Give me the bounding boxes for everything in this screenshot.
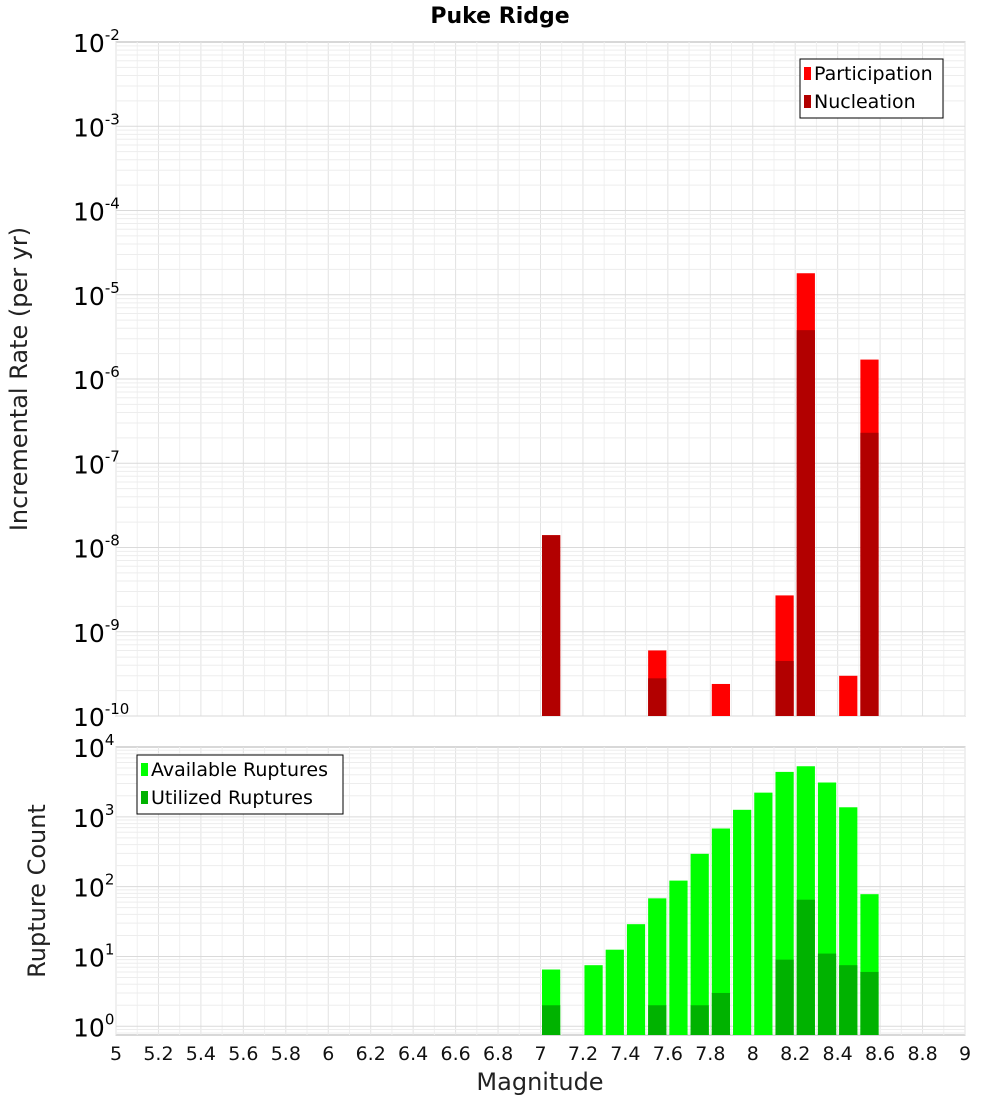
rate-plot-bars [542, 273, 879, 716]
x-tick-label: 8.6 [865, 1043, 895, 1065]
count-bar-utilized-ruptures [690, 1005, 709, 1035]
x-tick-label: 7.2 [568, 1043, 598, 1065]
count-bar-available-ruptures [711, 828, 731, 1035]
rate-legend: Participation Nucleation [799, 58, 944, 119]
x-tick-label: 8.8 [907, 1043, 937, 1065]
rate-bar-participation [711, 683, 731, 716]
rate-y-ticks: 10-2 10-3 10-4 10-5 10-6 10-7 10-8 10-9 10-10 [73, 26, 129, 732]
count-bar-available-ruptures [733, 809, 752, 1035]
y-tick-label: 100 [73, 1010, 114, 1042]
rate-bar-participation [839, 675, 858, 716]
count-bar-utilized-ruptures [542, 1005, 561, 1035]
x-tick-label: 5.8 [271, 1043, 301, 1065]
count-bar-available-ruptures [690, 853, 709, 1035]
legend-swatch [804, 67, 811, 80]
x-tick-label: 6.2 [356, 1043, 386, 1065]
y-tick-label: 10-7 [73, 447, 120, 479]
y-tick-label: 102 [73, 871, 114, 903]
rupture-plot-bars [542, 766, 879, 1035]
x-tick-label: 7 [534, 1043, 546, 1065]
count-bar-available-ruptures [626, 924, 646, 1035]
x-tick-label: 8.2 [780, 1043, 810, 1065]
rate-bar-nucleation [796, 330, 815, 716]
x-tick-label: 5.6 [228, 1043, 258, 1065]
count-bar-utilized-ruptures [860, 971, 879, 1035]
count-bar-utilized-ruptures [775, 959, 794, 1035]
chart-title: Puke Ridge [430, 4, 569, 29]
x-tick-label: 5 [110, 1043, 122, 1065]
count-bar-available-ruptures [648, 898, 667, 1035]
legend-swatch [804, 95, 811, 108]
rate-plot-grid [115, 42, 966, 717]
count-bar-utilized-ruptures [796, 899, 815, 1035]
rate-y-axis-label: Incremental Rate (per yr) [5, 227, 33, 531]
x-tick-label: 8.4 [823, 1043, 853, 1065]
y-tick-label: 10-6 [73, 363, 120, 395]
count-bar-available-ruptures [605, 949, 624, 1035]
x-tick-label: 7.4 [610, 1043, 640, 1065]
y-tick-label: 104 [73, 731, 114, 763]
x-tick-label: 6 [322, 1043, 334, 1065]
count-bar-utilized-ruptures [839, 965, 858, 1035]
y-tick-label: 10-5 [73, 279, 120, 311]
rupture-legend: Available Ruptures Utilized Ruptures [136, 754, 344, 815]
legend-label: Utilized Ruptures [151, 787, 313, 809]
x-tick-label: 6.6 [440, 1043, 470, 1065]
x-tick-label: 5.2 [143, 1043, 173, 1065]
count-bar-utilized-ruptures [648, 1005, 667, 1035]
x-tick-label: 7.6 [653, 1043, 683, 1065]
count-bar-available-ruptures [669, 880, 688, 1035]
rate-bar-nucleation [542, 535, 561, 716]
legend-label: Participation [814, 63, 933, 85]
y-tick-label: 10-2 [73, 26, 120, 58]
y-tick-label: 10-4 [73, 195, 120, 227]
y-tick-label: 103 [73, 801, 114, 833]
x-tick-label: 6.4 [398, 1043, 428, 1065]
rate-plot: 10-2 10-3 10-4 10-5 10-6 10-7 10-8 10-9 10-10 In… [5, 26, 966, 732]
legend-box [136, 754, 344, 815]
magnitude-x-ticks: 5 5.2 5.4 5.6 5.8 6 6.2 6.4 6.6 6.8 7 7.2 7.4 7.6 7.8 8… [110, 1043, 971, 1065]
y-tick-label: 10-9 [73, 616, 120, 648]
rate-bar-nucleation [648, 678, 667, 716]
rupture-count-plot: 104 103 102 101 100 5 5.2 5.4 5.6 5.8 6 6.2 6.4 6.6 6… [23, 731, 971, 1096]
x-tick-label: 7.8 [695, 1043, 725, 1065]
magnitude-x-axis-label: Magnitude [476, 1068, 603, 1096]
count-bar-utilized-ruptures [817, 953, 837, 1035]
y-tick-label: 10-8 [73, 532, 120, 564]
rate-bar-nucleation [860, 432, 879, 716]
y-tick-label: 10-3 [73, 110, 120, 142]
x-tick-label: 6.8 [483, 1043, 513, 1065]
rate-bar-nucleation [775, 660, 794, 716]
count-bar-available-ruptures [584, 965, 603, 1035]
count-bar-available-ruptures [754, 792, 773, 1035]
legend-label: Nucleation [814, 91, 916, 113]
legend-label: Available Ruptures [151, 759, 328, 781]
legend-box [799, 58, 944, 119]
rupture-y-ticks: 104 103 102 101 100 [73, 731, 114, 1042]
y-tick-label: 10-10 [73, 700, 129, 732]
legend-swatch [141, 791, 148, 804]
x-tick-label: 8 [747, 1043, 759, 1065]
legend-swatch [141, 763, 148, 776]
x-tick-label: 9 [959, 1043, 971, 1065]
rupture-y-axis-label: Rupture Count [23, 804, 51, 978]
y-tick-label: 101 [73, 940, 114, 972]
x-tick-label: 5.4 [186, 1043, 216, 1065]
count-bar-utilized-ruptures [711, 992, 731, 1035]
